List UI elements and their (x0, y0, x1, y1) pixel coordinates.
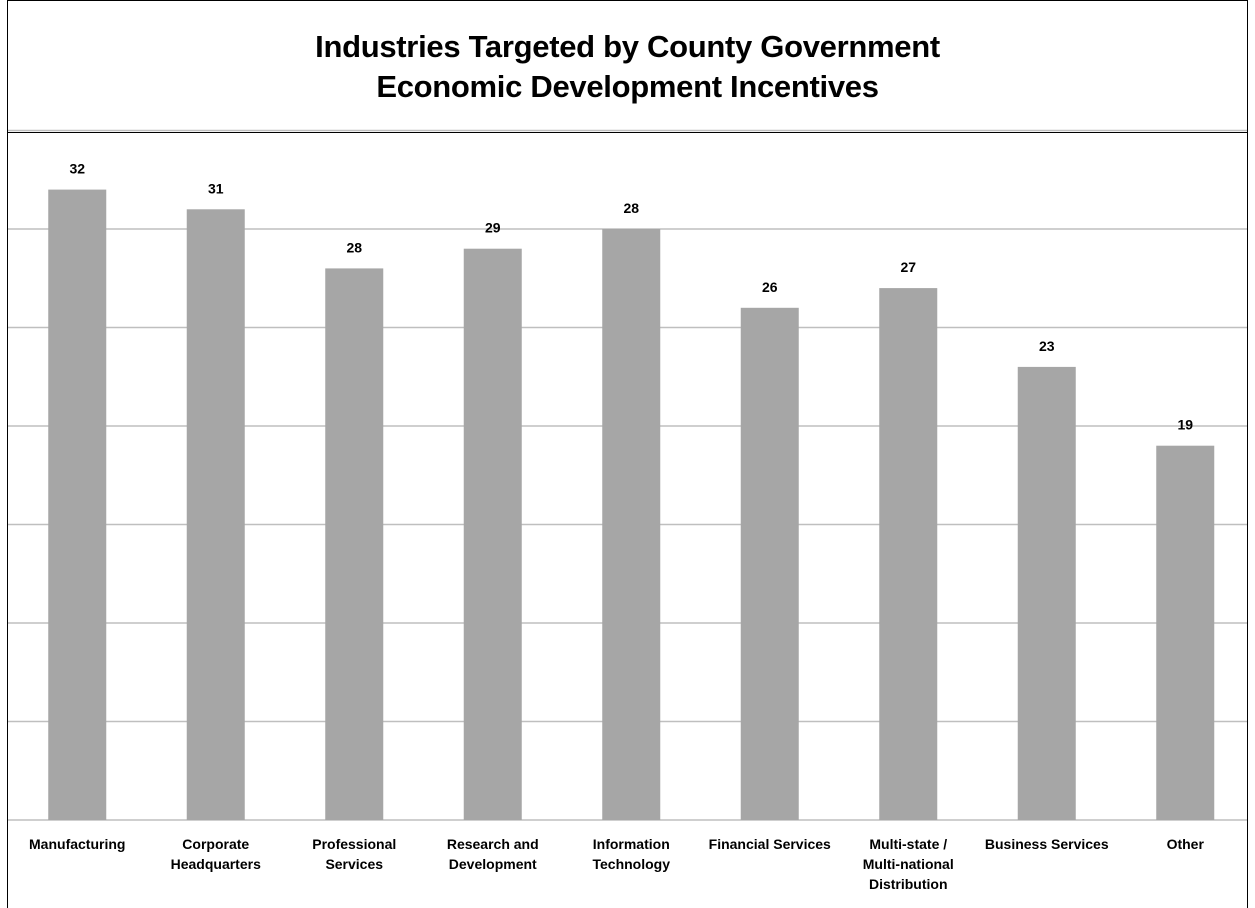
x-tick-label-7: Multi-state / (869, 836, 947, 852)
x-tick-label-3: Professional (312, 836, 396, 852)
x-tick-label-4: Development (449, 856, 537, 872)
data-label-9: 19 (1177, 417, 1193, 433)
x-tick-label-7: Multi-national (863, 856, 954, 872)
bar-1 (48, 189, 107, 821)
bar-5 (602, 229, 661, 820)
x-tick-label-9: Other (1167, 836, 1205, 852)
bar-9 (1156, 445, 1215, 820)
data-label-8: 23 (1039, 338, 1055, 354)
data-label-7: 27 (900, 259, 916, 275)
bar-4 (463, 248, 522, 820)
x-tick-label-5: Information (593, 836, 670, 852)
chart-title: Industries Targeted by County Government… (8, 1, 1247, 133)
bar-3 (325, 268, 384, 820)
data-label-3: 28 (346, 239, 362, 255)
x-tick-label-1: Manufacturing (29, 836, 125, 852)
bar-7 (879, 288, 938, 821)
x-tick-label-6: Financial Services (709, 836, 831, 852)
bar-2 (186, 209, 245, 821)
data-label-1: 32 (69, 161, 85, 177)
x-tick-label-4: Research and (447, 836, 539, 852)
data-label-6: 26 (762, 279, 778, 295)
data-label-4: 29 (485, 220, 501, 236)
chart-title-line-2: Economic Development Incentives (376, 68, 879, 104)
x-tick-label-2: Headquarters (171, 856, 261, 872)
data-label-2: 31 (208, 180, 224, 196)
bar-6 (740, 307, 799, 820)
data-label-5: 28 (623, 200, 639, 216)
chart-title-line-1: Industries Targeted by County Government (315, 28, 940, 64)
x-tick-label-7: Distribution (869, 876, 948, 892)
x-tick-label-2: Corporate (182, 836, 249, 852)
bar-8 (1017, 366, 1076, 820)
chart-frame: Industries Targeted by County Government… (7, 0, 1248, 908)
x-tick-label-3: Services (325, 856, 383, 872)
x-tick-label-8: Business Services (985, 836, 1109, 852)
x-tick-label-5: Technology (592, 856, 670, 872)
